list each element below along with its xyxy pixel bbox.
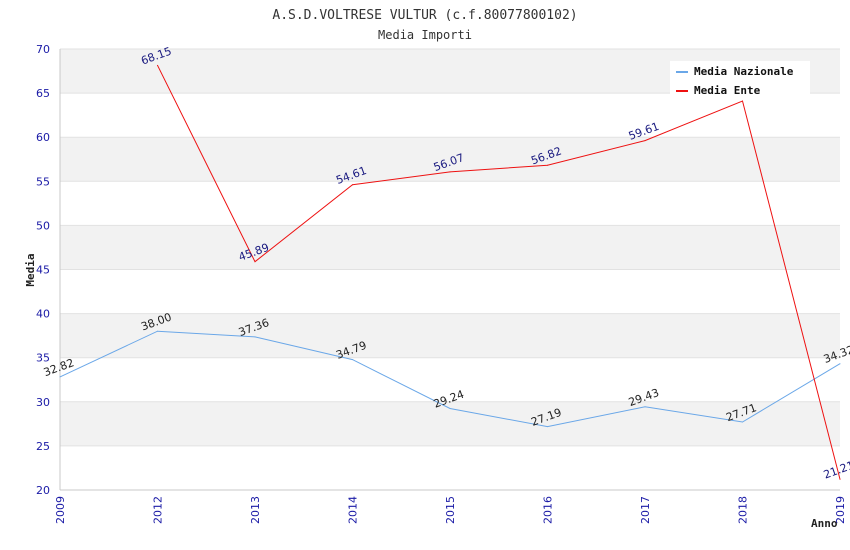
data-point bbox=[547, 426, 548, 428]
x-tick-label: 2015 bbox=[444, 496, 457, 524]
data-point bbox=[449, 171, 451, 173]
grid-band bbox=[60, 401, 840, 446]
x-tick-label: 2009 bbox=[54, 496, 67, 524]
grid-bands bbox=[60, 49, 840, 490]
y-axis-title: Media bbox=[24, 253, 37, 286]
x-tick-label: 2012 bbox=[152, 496, 165, 524]
data-point bbox=[352, 359, 353, 361]
y-tick-label: 50 bbox=[36, 219, 50, 232]
x-tick-label: 2013 bbox=[249, 496, 262, 524]
data-point bbox=[352, 184, 353, 186]
y-tick-label: 45 bbox=[36, 264, 50, 277]
y-tick-label: 55 bbox=[36, 175, 50, 188]
data-point bbox=[547, 164, 548, 166]
grid-band bbox=[60, 313, 840, 358]
grid-band bbox=[60, 93, 840, 138]
legend: Media Nazionale Media Ente bbox=[670, 61, 810, 97]
x-tick-label: 2014 bbox=[347, 496, 360, 524]
legend-box bbox=[670, 61, 810, 97]
y-tick-label: 60 bbox=[36, 131, 50, 144]
chart-title: A.S.D.VOLTRESE VULTUR (c.f.80077800102) bbox=[272, 8, 577, 23]
y-tick-label: 35 bbox=[36, 352, 50, 365]
data-point bbox=[839, 478, 841, 480]
data-point bbox=[742, 100, 743, 102]
y-tick-label: 40 bbox=[36, 308, 50, 321]
x-axis-ticks: 2009 2012 2013 2014 2015 2016 2017 2018 2019 bbox=[54, 496, 847, 524]
grid-band bbox=[60, 269, 840, 314]
data-point bbox=[157, 64, 158, 66]
grid-band bbox=[60, 445, 840, 490]
data-point bbox=[742, 421, 743, 423]
grid-band bbox=[60, 225, 840, 270]
series-lines bbox=[59, 64, 841, 480]
y-tick-label: 70 bbox=[36, 43, 50, 56]
y-tick-label: 30 bbox=[36, 396, 50, 409]
chart-subtitle: Media Importi bbox=[378, 28, 472, 42]
x-tick-label: 2016 bbox=[542, 496, 555, 524]
x-tick-label: 2019 bbox=[834, 496, 847, 524]
grid-band bbox=[60, 181, 840, 226]
data-point bbox=[644, 140, 646, 142]
legend-label-nazionale: Media Nazionale bbox=[694, 65, 794, 78]
y-tick-label: 65 bbox=[36, 87, 50, 100]
x-tick-label: 2018 bbox=[737, 496, 750, 524]
data-point bbox=[644, 406, 646, 408]
data-point bbox=[839, 363, 841, 365]
y-tick-label: 20 bbox=[36, 484, 50, 497]
data-point bbox=[59, 376, 61, 378]
legend-label-ente: Media Ente bbox=[694, 84, 761, 97]
data-point bbox=[254, 336, 256, 338]
y-tick-label: 25 bbox=[36, 440, 50, 453]
x-tick-label: 2017 bbox=[639, 496, 652, 524]
grid-band bbox=[60, 137, 840, 182]
x-axis-title: Anno bbox=[811, 517, 838, 530]
data-point bbox=[254, 261, 256, 263]
data-point bbox=[449, 408, 451, 410]
y-axis-ticks: 20 25 30 35 40 45 50 55 60 65 70 bbox=[36, 43, 50, 497]
grid-band bbox=[60, 357, 840, 402]
data-point bbox=[157, 330, 158, 332]
series-line-ente bbox=[157, 65, 841, 480]
